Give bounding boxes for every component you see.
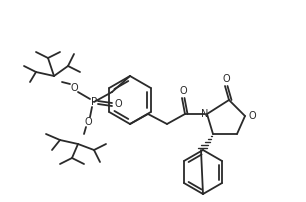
- Text: O: O: [84, 117, 92, 127]
- Text: O: O: [248, 111, 256, 121]
- Text: O: O: [179, 86, 187, 96]
- Text: N: N: [201, 109, 209, 119]
- Text: P: P: [91, 97, 97, 107]
- Text: O: O: [222, 74, 230, 84]
- Text: O: O: [114, 99, 122, 109]
- Text: O: O: [70, 83, 78, 93]
